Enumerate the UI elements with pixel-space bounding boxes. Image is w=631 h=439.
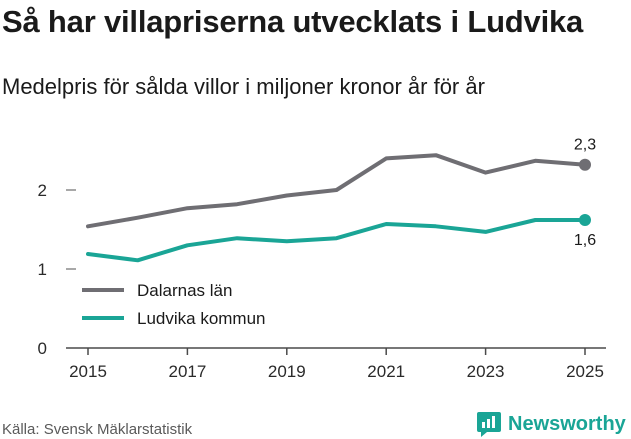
series-2: 1,6 (86, 214, 596, 263)
y-axis: 0 1 2 (38, 181, 76, 358)
end-label: 1,6 (574, 232, 596, 249)
series-1: 2,3 (86, 137, 596, 229)
series-layer: 2,3 1,6 (86, 137, 596, 263)
series-line (86, 218, 587, 263)
end-marker (579, 158, 591, 171)
x-tick-label: 2025 (566, 362, 604, 381)
source-note: Källa: Svensk Mäklarstatistik (2, 421, 193, 438)
chart-subtitle: Medelpris för sålda villor i miljoner kr… (2, 74, 485, 99)
x-axis: 2015 2017 2019 2021 2023 2025 (66, 347, 606, 381)
chart-title: Så har villapriserna utvecklats i Ludvik… (2, 4, 584, 39)
x-tick-label: 2015 (69, 362, 107, 381)
x-tick-label: 2017 (168, 362, 206, 381)
y-tick-label: 2 (38, 181, 47, 200)
end-marker (579, 214, 591, 227)
y-tick-label: 1 (38, 260, 47, 279)
end-label: 2,3 (574, 137, 596, 154)
legend-item: Dalarnas län (82, 281, 232, 300)
y-tick-label: 0 (38, 339, 47, 358)
x-tick-label: 2023 (467, 362, 505, 381)
series-line (86, 153, 587, 229)
legend: Dalarnas län Ludvika kommun (82, 281, 266, 328)
x-tick-label: 2019 (268, 362, 306, 381)
legend-item: Ludvika kommun (82, 309, 266, 328)
x-tick-label: 2021 (367, 362, 405, 381)
legend-label: Dalarnas län (137, 281, 232, 300)
newsworthy-chart-logo-icon (477, 411, 501, 437)
brand-logo: Newsworthy (476, 410, 626, 438)
brand-name: Newsworthy (508, 412, 626, 435)
legend-label: Ludvika kommun (137, 309, 266, 328)
